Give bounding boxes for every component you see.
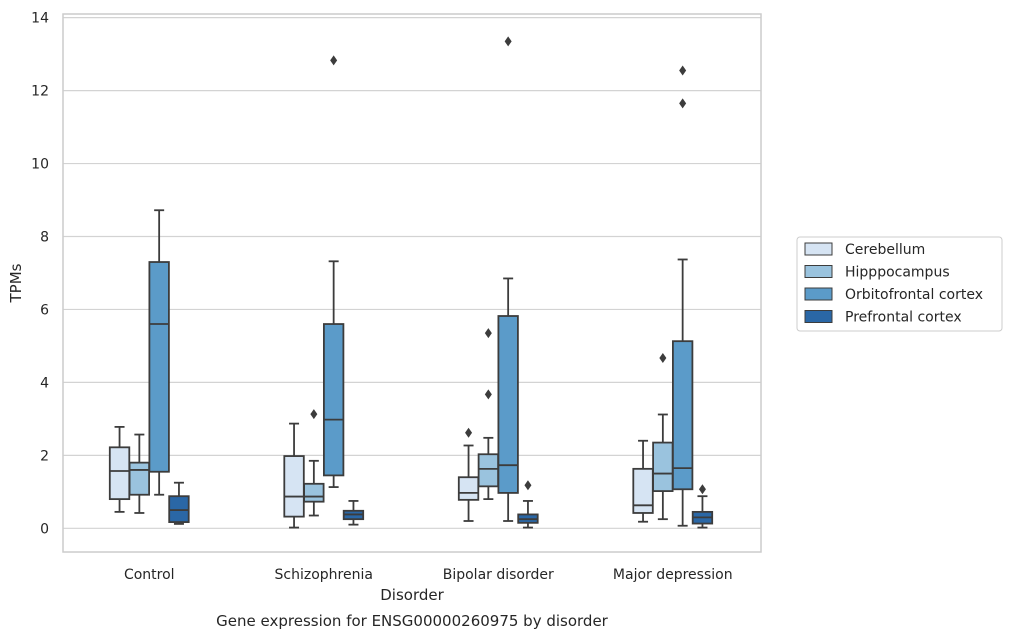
- box-body: [283, 455, 305, 518]
- box-body: [108, 446, 131, 501]
- box: [148, 209, 170, 496]
- legend-label: Prefrontal cortex: [845, 310, 962, 326]
- chart-caption: Gene expression for ENSG00000260975 by d…: [216, 612, 609, 630]
- box: [497, 36, 519, 522]
- legend: Cerebellum Hipppocampus Orbitofrontal cort…: [796, 236, 1003, 332]
- y-tick-label: 2: [40, 448, 49, 464]
- box: [652, 352, 674, 521]
- y-tick-label: 6: [40, 302, 49, 318]
- outlier-point: [330, 55, 338, 66]
- box-series: [108, 36, 714, 529]
- box: [303, 409, 325, 517]
- legend-swatch: [804, 287, 833, 301]
- y-tick-label: 4: [40, 375, 49, 391]
- box-body: [148, 261, 170, 473]
- box: [672, 65, 694, 527]
- plot-area-frame: [62, 13, 762, 553]
- y-tick-label: 10: [31, 157, 49, 173]
- box: [322, 55, 345, 488]
- box-body: [497, 315, 519, 494]
- box: [477, 328, 500, 501]
- y-tick-label: 14: [31, 11, 49, 27]
- legend-swatch: [804, 265, 833, 278]
- outlier-point: [484, 389, 492, 400]
- box: [283, 422, 305, 529]
- x-tick-label: Major depression: [613, 567, 733, 583]
- box-body: [322, 323, 345, 477]
- box-body: [128, 461, 151, 496]
- box-body: [303, 482, 325, 503]
- outlier-point: [659, 352, 667, 363]
- outlier-point: [504, 36, 512, 47]
- outlier-point: [679, 65, 687, 76]
- box: [691, 484, 714, 529]
- outlier-point: [484, 328, 492, 339]
- y-tick-label: 8: [40, 229, 49, 245]
- x-tick-label: Schizophrenia: [275, 567, 373, 583]
- legend-label: Orbitofrontal cortex: [845, 287, 983, 303]
- box: [457, 427, 480, 522]
- box: [108, 425, 131, 513]
- legend-label: Hipppocampus: [845, 265, 950, 281]
- box: [342, 500, 365, 526]
- outlier-point: [465, 427, 473, 438]
- outlier-point: [698, 484, 706, 495]
- x-axis-ticks: Control Schizophrenia Bipolar disorder Majo…: [124, 567, 733, 583]
- x-tick-label: Bipolar disorder: [443, 567, 554, 583]
- y-axis-ticks: 0 2 4 6 8 10 12 14: [31, 11, 49, 538]
- box: [632, 439, 654, 523]
- box: [128, 433, 151, 514]
- y-tick-label: 12: [31, 84, 49, 100]
- legend-swatch: [804, 310, 833, 323]
- box: [517, 480, 539, 529]
- outlier-point: [524, 480, 532, 491]
- box-body: [652, 441, 674, 492]
- box-body: [168, 495, 190, 523]
- y-tick-label: 0: [40, 521, 49, 537]
- outlier-point: [679, 98, 687, 109]
- grid-lines: [63, 17, 761, 529]
- box: [168, 481, 190, 525]
- box-body: [457, 476, 480, 501]
- x-axis-label: Disorder: [380, 586, 444, 604]
- box-body: [477, 453, 500, 488]
- legend-frame: [796, 236, 1003, 332]
- legend-swatch: [804, 242, 833, 256]
- y-axis-label: TPMs: [7, 263, 25, 303]
- legend-label: Cerebellum: [845, 242, 925, 258]
- box-body: [672, 340, 694, 491]
- outlier-point: [310, 409, 318, 420]
- x-tick-label: Control: [124, 567, 175, 583]
- box-body: [632, 467, 654, 514]
